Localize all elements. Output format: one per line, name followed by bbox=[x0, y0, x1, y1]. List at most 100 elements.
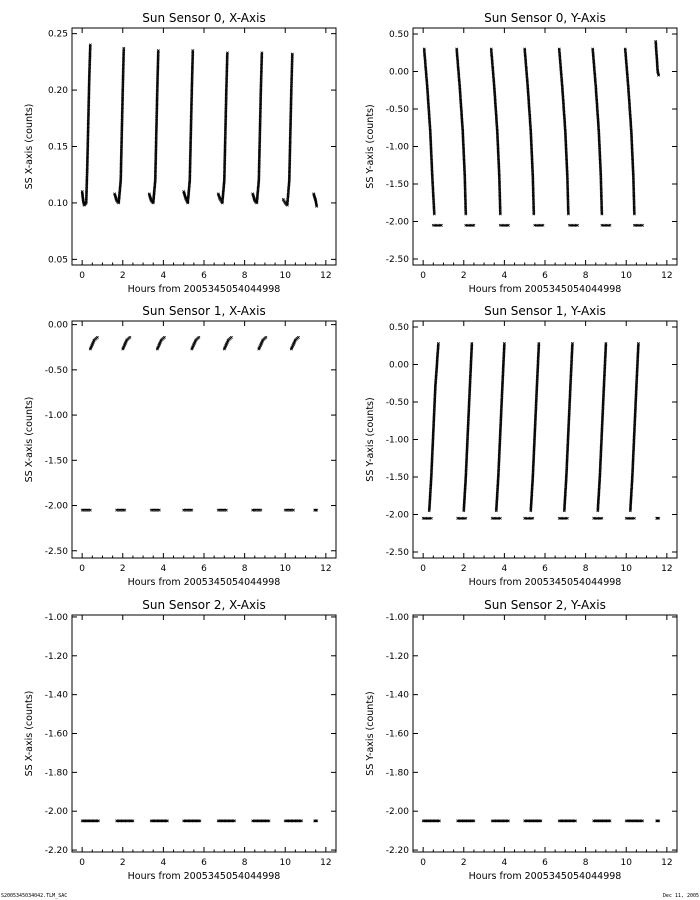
plot-frame bbox=[412, 27, 678, 266]
x-axis-label: Hours from 2005345054044998 bbox=[128, 871, 281, 882]
y-tick-label: -2.00 bbox=[45, 502, 69, 512]
x-axis-label: Hours from 2005345054044998 bbox=[128, 284, 281, 295]
x-tick-label: 4 bbox=[502, 271, 508, 281]
data-segment bbox=[190, 335, 201, 351]
data-segment bbox=[313, 508, 319, 512]
y-tick-label: 0.00 bbox=[389, 361, 409, 371]
data-segment bbox=[462, 342, 474, 513]
x-tick-label: 8 bbox=[242, 271, 248, 281]
x-tick-label: 6 bbox=[201, 564, 207, 574]
data-points bbox=[623, 47, 636, 216]
data-points bbox=[557, 47, 570, 216]
y-tick-label: -1.00 bbox=[386, 613, 410, 623]
data-segment bbox=[182, 49, 195, 205]
data-series bbox=[421, 342, 661, 520]
data-segment bbox=[312, 192, 319, 208]
y-tick-label: -1.80 bbox=[45, 768, 69, 778]
data-segment bbox=[251, 819, 271, 823]
x-tick-label: 2 bbox=[120, 564, 126, 574]
x-tick-label: 12 bbox=[661, 858, 672, 868]
data-points bbox=[654, 40, 661, 77]
data-segment bbox=[80, 43, 92, 207]
x-tick-label: 10 bbox=[280, 271, 292, 281]
x-tick-label: 2 bbox=[461, 564, 467, 574]
data-points bbox=[216, 819, 236, 823]
data-segment bbox=[592, 819, 612, 823]
data-segment bbox=[592, 516, 604, 520]
chart-title: Sun Sensor 0, Y-Axis bbox=[484, 11, 606, 25]
data-points bbox=[529, 342, 541, 513]
y-tick-label: 0.50 bbox=[389, 323, 409, 333]
panel-1: Sun Sensor 0, X-Axis 0 2 4 6 8 10 12 0.05 0.10 0.1… bbox=[24, 11, 337, 295]
y-tick-label: -2.50 bbox=[45, 547, 69, 557]
x-tick-label: 4 bbox=[502, 858, 508, 868]
data-segment bbox=[313, 819, 319, 823]
data-points bbox=[490, 516, 502, 520]
y-tick-label: -1.20 bbox=[45, 652, 69, 662]
data-segment bbox=[494, 342, 506, 513]
x-tick-label: 8 bbox=[242, 858, 248, 868]
x-tick-label: 0 bbox=[420, 564, 426, 574]
y-tick-label: -2.00 bbox=[45, 807, 69, 817]
data-points bbox=[464, 223, 476, 227]
data-points bbox=[523, 516, 535, 520]
x-tick-label: 2 bbox=[120, 858, 126, 868]
y-tick-label: -2.20 bbox=[45, 846, 69, 856]
x-tick-label: 4 bbox=[161, 858, 167, 868]
data-points bbox=[312, 192, 319, 208]
data-points bbox=[147, 49, 160, 205]
data-points bbox=[655, 516, 661, 520]
data-segment bbox=[632, 223, 644, 227]
y-tick-label: -2.50 bbox=[386, 255, 410, 265]
data-points bbox=[455, 47, 468, 216]
data-points bbox=[251, 51, 264, 205]
data-points bbox=[80, 819, 100, 823]
data-segment bbox=[489, 47, 502, 216]
y-axis-label: SS Y-axis (counts) bbox=[365, 691, 376, 775]
data-points bbox=[281, 52, 294, 207]
data-points bbox=[313, 508, 319, 512]
y-tick-label: -1.50 bbox=[386, 473, 410, 483]
x-tick-label: 12 bbox=[661, 271, 672, 281]
data-segment bbox=[624, 819, 644, 823]
y-tick-label: 0.10 bbox=[48, 199, 68, 209]
data-segment bbox=[655, 819, 661, 823]
data-points bbox=[494, 342, 506, 513]
y-tick-label: 0.00 bbox=[389, 68, 409, 78]
y-tick-label: -0.50 bbox=[45, 366, 69, 376]
y-tick-label: 0.25 bbox=[48, 30, 68, 40]
data-segment bbox=[523, 47, 536, 216]
data-points bbox=[655, 819, 661, 823]
y-tick-label: 0.50 bbox=[389, 30, 409, 40]
data-segment bbox=[113, 46, 126, 205]
chart-title: Sun Sensor 2, X-Axis bbox=[142, 598, 265, 612]
y-tick-label: 0.05 bbox=[48, 255, 68, 265]
data-points bbox=[182, 508, 194, 512]
y-tick-label: 0.00 bbox=[48, 321, 68, 331]
data-points bbox=[462, 342, 474, 513]
data-points bbox=[431, 223, 443, 227]
y-tick-label: -1.60 bbox=[386, 730, 410, 740]
y-tick-label: -0.50 bbox=[386, 398, 410, 408]
data-segment bbox=[281, 52, 294, 207]
y-tick-label: -1.00 bbox=[386, 143, 410, 153]
x-tick-label: 0 bbox=[420, 858, 426, 868]
x-tick-label: 12 bbox=[320, 564, 331, 574]
data-segment bbox=[80, 508, 92, 512]
data-points bbox=[600, 223, 612, 227]
data-points bbox=[562, 342, 574, 513]
x-tick-label: 8 bbox=[583, 564, 589, 574]
data-points bbox=[182, 819, 202, 823]
y-tick-label: -1.40 bbox=[45, 691, 69, 701]
data-segment bbox=[155, 335, 166, 351]
footer-filename: S2005345034042.TLM_SAC bbox=[1, 893, 68, 899]
data-segment bbox=[567, 223, 579, 227]
data-points bbox=[592, 516, 604, 520]
data-segment bbox=[283, 819, 303, 823]
data-points bbox=[592, 819, 612, 823]
data-series bbox=[80, 819, 319, 823]
data-points bbox=[80, 43, 92, 207]
data-points bbox=[115, 819, 135, 823]
data-segment bbox=[427, 342, 440, 513]
plot-frame bbox=[71, 614, 337, 853]
